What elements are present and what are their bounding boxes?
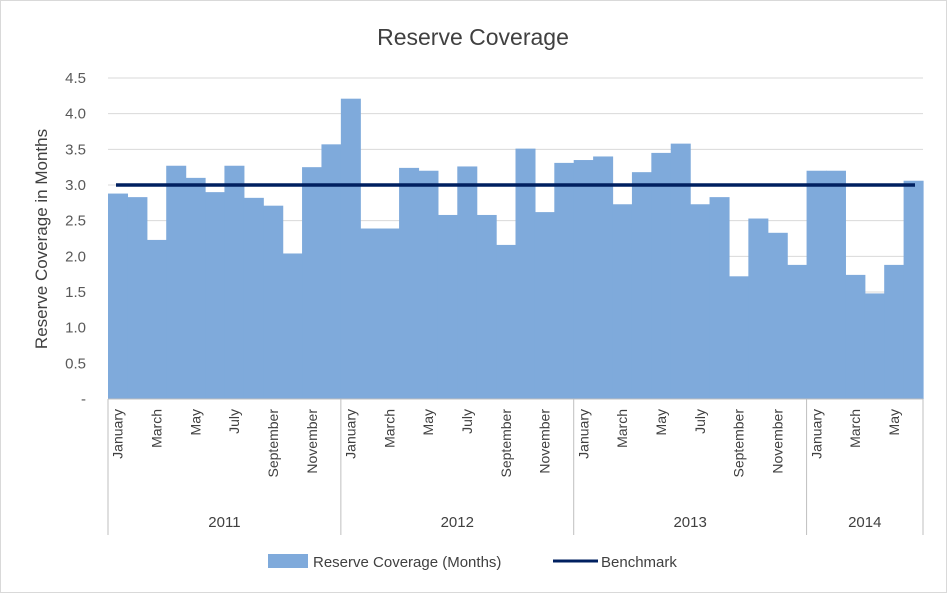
x-tick-label-year: 2014 — [848, 514, 881, 531]
y-tick-label: 2.0 — [65, 248, 86, 265]
reserve-coverage-bar — [593, 156, 614, 399]
reserve-coverage-bar — [302, 167, 323, 399]
x-tick-label-month: January — [808, 409, 824, 459]
x-tick-label-month: July — [459, 409, 475, 434]
reserve-coverage-bar — [787, 264, 808, 399]
reserve-coverage-bar — [651, 152, 672, 399]
x-tick-label-month: March — [381, 409, 397, 448]
reserve-coverage-bar — [108, 193, 129, 399]
x-tick-label-month: November — [537, 409, 553, 474]
x-tick-label-year: 2012 — [441, 514, 474, 531]
reserve-coverage-bar — [127, 197, 148, 399]
legend-swatch-reserve-coverage — [268, 554, 308, 568]
y-tick-label: 1.5 — [65, 284, 86, 301]
reserve-coverage-bar — [496, 244, 517, 399]
y-tick-label: 2.5 — [65, 213, 86, 230]
reserve-coverage-bar — [825, 170, 846, 399]
y-tick-label: 1.0 — [65, 320, 86, 337]
reserve-coverage-bar — [166, 165, 187, 399]
x-tick-label-month: November — [304, 409, 320, 474]
x-tick-label-month: January — [575, 409, 591, 459]
reserve-coverage-bar — [534, 212, 555, 399]
reserve-coverage-bar — [360, 228, 381, 399]
legend: Reserve Coverage (Months) Benchmark — [268, 554, 677, 571]
x-tick-label-month: November — [769, 409, 785, 474]
reserve-coverage-bar — [282, 253, 303, 399]
reserve-coverage-bar — [690, 204, 711, 399]
reserve-coverage-bar — [709, 197, 730, 399]
reserve-coverage-bar — [399, 167, 420, 399]
x-tick-label-month: May — [420, 409, 436, 435]
reserve-coverage-bar — [243, 197, 264, 399]
legend-label-benchmark: Benchmark — [601, 554, 677, 571]
reserve-coverage-bar — [515, 148, 536, 399]
reserve-coverage-bar — [806, 170, 827, 399]
reserve-coverage-bar — [224, 165, 245, 399]
reserve-coverage-bar — [379, 228, 400, 399]
y-tick-label: 4.5 — [65, 70, 86, 87]
reserve-coverage-bar — [573, 160, 594, 399]
x-tick-label-month: January — [343, 409, 359, 459]
reserve-coverage-bar — [263, 205, 284, 399]
y-tick-label: - — [81, 391, 86, 408]
reserve-coverage-bar — [748, 218, 769, 399]
x-tick-label-month: May — [886, 409, 902, 435]
x-tick-label-month: July — [226, 409, 242, 434]
reserve-coverage-bar — [476, 214, 497, 399]
y-tick-label: 3.0 — [65, 177, 86, 194]
reserve-coverage-bar — [321, 144, 342, 399]
y-axis-ticks: - 0.5 1.0 1.5 2.0 2.5 3.0 3.5 4.0 4.5 — [65, 70, 86, 408]
reserve-coverage-area — [108, 98, 924, 399]
reserve-coverage-bar — [728, 276, 749, 399]
reserve-coverage-bar — [670, 143, 691, 399]
reserve-coverage-bar — [205, 192, 226, 399]
reserve-coverage-bar — [418, 170, 439, 399]
x-tick-label-month: July — [692, 409, 708, 434]
reserve-coverage-bar — [437, 214, 458, 399]
x-axis: January March May July September November Janu… — [107, 398, 924, 535]
x-tick-label-month: May — [187, 409, 203, 435]
x-tick-label-month: May — [653, 409, 669, 435]
reserve-coverage-bar — [903, 180, 924, 399]
y-axis-label: Reserve Coverage in Months — [32, 129, 51, 349]
x-tick-label-month: March — [847, 409, 863, 448]
y-tick-label: 3.5 — [65, 141, 86, 158]
reserve-coverage-bar — [884, 264, 905, 399]
x-tick-label-month: September — [265, 409, 281, 478]
reserve-coverage-bar — [767, 232, 788, 399]
legend-label-reserve-coverage: Reserve Coverage (Months) — [313, 554, 501, 571]
reserve-coverage-bar — [631, 172, 652, 399]
x-tick-label-month: September — [731, 409, 747, 478]
x-tick-label-month: March — [614, 409, 630, 448]
x-tick-label-month: March — [149, 409, 165, 448]
reserve-coverage-bar — [845, 274, 866, 399]
reserve-coverage-bar — [457, 166, 478, 399]
reserve-coverage-bar — [185, 177, 206, 399]
x-tick-label-year: 2011 — [208, 514, 240, 531]
reserve-coverage-bar — [864, 293, 885, 399]
y-tick-label: 0.5 — [65, 355, 86, 372]
x-tick-label-month: September — [498, 409, 514, 478]
x-tick-label-year: 2013 — [673, 514, 706, 531]
y-tick-label: 4.0 — [65, 106, 86, 123]
reserve-coverage-bar — [612, 204, 633, 399]
reserve-coverage-bar — [554, 162, 575, 399]
chart-title: Reserve Coverage — [377, 24, 569, 50]
reserve-coverage-bar — [340, 98, 361, 399]
reserve-coverage-bar — [146, 239, 167, 399]
x-tick-label-month: January — [110, 409, 126, 459]
